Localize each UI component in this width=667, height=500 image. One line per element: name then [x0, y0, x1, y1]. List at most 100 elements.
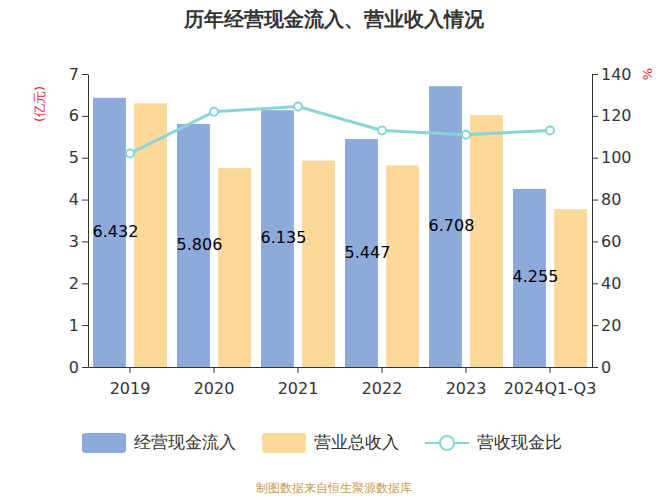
bar: [302, 161, 335, 367]
tick: 3: [69, 232, 88, 251]
tick-mark: [82, 325, 88, 326]
tick: 20: [592, 316, 621, 335]
data-label: 6.708: [429, 216, 475, 235]
tick-mark: [82, 241, 88, 242]
legend-label: 经营现金流入: [134, 432, 236, 452]
tick: 1: [69, 316, 88, 335]
tick-label: 2024Q1-Q3: [504, 379, 597, 398]
tick: 60: [592, 232, 621, 251]
tick-label: 3: [69, 232, 79, 251]
tick-mark: [592, 241, 598, 242]
tick-label: 0: [69, 358, 79, 377]
axis-line: [89, 367, 593, 368]
tick-mark: [82, 283, 88, 284]
line: [130, 106, 550, 153]
tick-label: 120: [601, 106, 632, 125]
legend-label: 营业总收入: [314, 432, 399, 452]
tick: 6: [69, 106, 88, 125]
tick-label: 2019: [110, 379, 151, 398]
legend: 经营现金流入 营业总收入 营收现金比: [82, 432, 562, 453]
x-axis: 2019 2020 2021 2022 2023 2024Q1-Q3: [89, 367, 597, 398]
tick-mark: [592, 367, 598, 368]
y-axis-title: (亿元): [32, 86, 47, 122]
tick-label: 20: [601, 316, 621, 335]
tick: 120: [592, 106, 632, 125]
legend-label: 营收现金比: [477, 432, 562, 452]
tick-label: 2020: [194, 379, 235, 398]
tick: 7: [69, 65, 88, 84]
y2-axis-title: %: [640, 68, 655, 80]
tick-mark: [82, 74, 88, 75]
tick: 2023: [446, 367, 487, 398]
tick-mark: [82, 116, 88, 117]
tick-mark: [82, 158, 88, 159]
tick-mark: [82, 367, 88, 368]
tick: 80: [592, 190, 621, 209]
data-label: 5.447: [345, 243, 391, 262]
tick-label: 80: [601, 190, 621, 209]
tick-mark: [382, 367, 383, 373]
tick-label: 140: [601, 65, 632, 84]
tick: 2024Q1-Q3: [504, 367, 597, 398]
tick: 2022: [362, 367, 403, 398]
tick-mark: [592, 74, 598, 75]
tick: 2: [69, 274, 88, 293]
bar: [554, 209, 587, 367]
source: 制图数据来自恒生聚源数据库: [256, 481, 412, 495]
marker: [462, 131, 470, 139]
tick-label: 7: [69, 65, 79, 84]
y2-axis: 0 20 40 60 80 100 120 140: [592, 65, 632, 377]
bar: [218, 168, 251, 367]
tick: 2021: [278, 367, 319, 398]
tick-label: 100: [601, 148, 632, 167]
tick-mark: [592, 200, 598, 201]
tick: 2020: [194, 367, 235, 398]
axis-line: [88, 75, 89, 368]
tick-label: 2: [69, 274, 79, 293]
tick-label: 2021: [278, 379, 319, 398]
marker: [210, 108, 218, 116]
tick-label: 2023: [446, 379, 487, 398]
tick-label: 60: [601, 232, 621, 251]
tick-label: 5: [69, 148, 79, 167]
tick-mark: [82, 200, 88, 201]
title: 历年经营现金流入、营业收入情况: [183, 7, 485, 31]
tick: 0: [69, 358, 88, 377]
data-label: 4.255: [513, 267, 559, 286]
y-axis: 0 1 2 3 4 5 6 7: [69, 65, 89, 377]
tick-mark: [130, 367, 131, 373]
legend-marker: [440, 436, 454, 450]
tick-mark: [592, 325, 598, 326]
tick-mark: [214, 367, 215, 373]
data-label: 6.432: [93, 222, 139, 241]
tick: 0: [592, 358, 611, 377]
tick: 2019: [110, 367, 151, 398]
legend-swatch: [262, 433, 306, 453]
tick-label: 40: [601, 274, 621, 293]
tick-label: 6: [69, 106, 79, 125]
legend-swatch: [82, 433, 126, 453]
tick-mark: [298, 367, 299, 373]
marker: [126, 150, 134, 158]
tick: 4: [69, 190, 88, 209]
marker: [546, 127, 554, 135]
tick-label: 2022: [362, 379, 403, 398]
tick-mark: [592, 283, 598, 284]
tick-label: 4: [69, 190, 79, 209]
tick-mark: [592, 116, 598, 117]
chart: 历年经营现金流入、营业收入情况6.4325.8066.1355.4476.708…: [0, 0, 667, 500]
tick-mark: [592, 158, 598, 159]
tick-label: 1: [69, 316, 79, 335]
axis-line: [592, 75, 593, 368]
marker: [294, 102, 302, 110]
tick: 140: [592, 65, 632, 84]
bar: [386, 165, 419, 367]
tick-label: 0: [601, 358, 611, 377]
plot: [93, 86, 587, 367]
tick-mark: [466, 367, 467, 373]
tick: 100: [592, 148, 632, 167]
bar: [470, 115, 503, 367]
marker: [378, 127, 386, 135]
data-label: 5.806: [177, 235, 223, 254]
tick: 40: [592, 274, 621, 293]
